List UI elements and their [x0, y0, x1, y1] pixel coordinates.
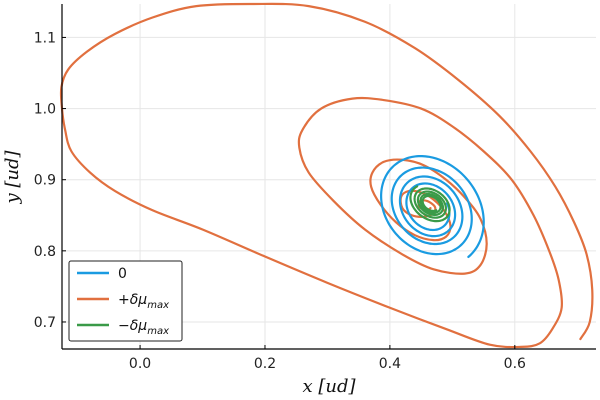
legend: 0 +δμmax −δμmax	[68, 260, 183, 342]
legend-label: 0	[118, 266, 127, 282]
y-tick-label: 0.9	[34, 173, 56, 189]
y-tick-label: 0.7	[34, 315, 56, 331]
legend-label: −δμmax	[118, 318, 169, 337]
y-axis-label: y [ud]	[2, 150, 23, 205]
y-tick-label: 1.0	[34, 102, 56, 118]
legend-label: +δμmax	[118, 292, 169, 311]
y-tick-label: 0.8	[34, 244, 56, 260]
series-line-2	[409, 185, 451, 223]
series-line-0	[380, 155, 485, 259]
ticks: 0.0 0.2 0.4 0.6 0.7 0.8 0.9 1.0 1.1	[34, 30, 526, 372]
x-axis-label: x [ud]	[302, 376, 356, 397]
x-tick-label: 0.6	[504, 356, 526, 372]
x-tick-label: 0.0	[129, 356, 151, 372]
x-tick-label: 0.4	[379, 356, 401, 372]
series-group	[59, 2, 594, 349]
x-tick-label: 0.2	[254, 356, 276, 372]
y-tick-label: 1.1	[34, 30, 56, 46]
legend-box	[68, 260, 183, 342]
axes	[61, 4, 596, 350]
